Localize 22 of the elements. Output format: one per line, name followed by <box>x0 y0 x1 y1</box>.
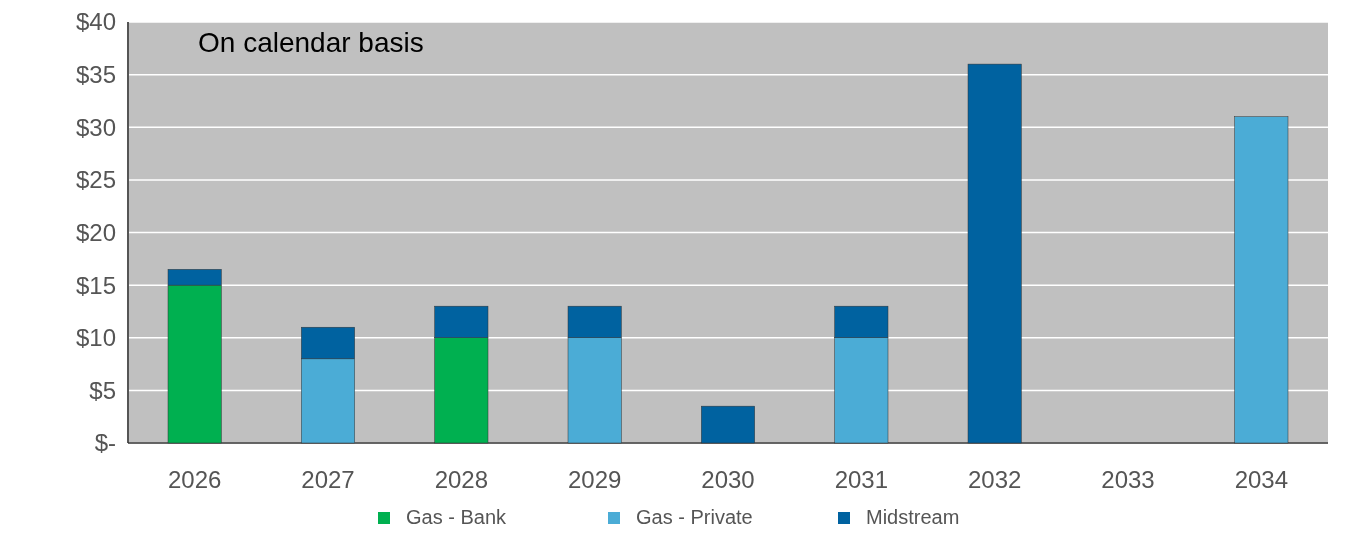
y-tick-label: $25 <box>75 166 116 194</box>
x-tick-label: 2027 <box>301 466 355 493</box>
y-tick-label: $5 <box>89 376 116 404</box>
y-tick-label: $40 <box>75 8 116 36</box>
x-tick-label: 2031 <box>834 466 889 493</box>
legend-label: Gas - Private <box>636 506 753 528</box>
x-tick-label: 2028 <box>434 466 489 493</box>
y-tick-label: $10 <box>75 324 116 352</box>
y-tick-label: $15 <box>75 271 116 299</box>
y-tick-label: $35 <box>75 61 116 89</box>
y-tick-label: $20 <box>75 218 116 246</box>
y-tick-label: $- <box>94 429 116 457</box>
annotation: On calendar basis <box>198 27 424 58</box>
legend-label: Gas - Bank <box>406 506 508 528</box>
x-tick-label: 2034 <box>1234 466 1289 493</box>
x-tick-label: 2032 <box>967 466 1022 493</box>
x-tick-label: 2030 <box>701 466 755 493</box>
x-tick-label: 2026 <box>167 466 222 493</box>
x-tick-label: 2029 <box>567 466 622 493</box>
x-tick-label: 2033 <box>1101 466 1155 493</box>
legend-label: Midstream <box>866 506 960 528</box>
y-tick-label: $30 <box>75 113 116 141</box>
